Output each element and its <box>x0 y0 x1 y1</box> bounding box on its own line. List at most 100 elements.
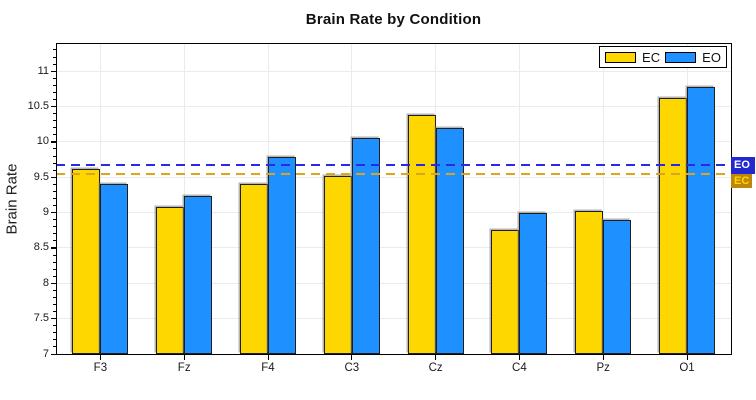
bar-eo-pz <box>603 219 632 355</box>
y-minor-tick <box>53 240 56 242</box>
legend-item-eo: EO <box>665 50 721 65</box>
y-tick-label: 8.5 <box>33 241 49 254</box>
y-major-tick <box>51 247 56 249</box>
y-minor-tick <box>53 134 56 136</box>
y-minor-tick <box>53 63 56 65</box>
y-major-tick <box>51 212 56 214</box>
bar-ec-cz <box>407 115 436 355</box>
h-gridline <box>56 141 731 143</box>
y-major-tick <box>51 106 56 108</box>
y-minor-tick <box>53 84 56 86</box>
mean-line-eo <box>56 164 731 167</box>
x-category-label: Cz <box>428 362 443 374</box>
mean-tag-ec: EC <box>731 173 752 188</box>
y-minor-tick <box>53 169 56 171</box>
legend-swatch-eo <box>665 51 697 63</box>
y-minor-tick <box>53 332 56 334</box>
x-category-label: F3 <box>93 362 108 374</box>
y-axis-label: Brain Rate <box>3 163 21 235</box>
bar-eo-f3 <box>100 183 129 355</box>
y-minor-tick <box>53 325 56 327</box>
h-gridline <box>56 106 731 108</box>
y-tick-label: 9 <box>42 206 49 219</box>
y-minor-tick <box>53 219 56 221</box>
y-minor-tick <box>53 233 56 235</box>
h-gridline <box>56 282 731 284</box>
bar-ec-pz <box>575 211 604 355</box>
bar-ec-f4 <box>240 184 268 355</box>
y-minor-tick <box>53 155 56 157</box>
y-major-tick <box>51 141 56 143</box>
mean-tag-eo: EO <box>731 156 755 174</box>
bar-ec-c3 <box>323 175 352 355</box>
h-gridline <box>56 318 731 320</box>
bar-eo-cz <box>435 127 464 355</box>
y-tick-label: 8 <box>42 276 49 289</box>
y-minor-tick <box>53 346 56 348</box>
y-minor-tick <box>53 91 56 93</box>
y-major-tick <box>51 176 56 178</box>
y-minor-tick <box>53 311 56 313</box>
x-category-label: F4 <box>261 362 275 374</box>
y-minor-tick <box>53 190 56 192</box>
bar-ec-f3 <box>72 168 101 355</box>
y-minor-tick <box>53 339 56 341</box>
h-gridline <box>56 70 731 72</box>
y-tick-label: 7.5 <box>33 312 49 325</box>
legend-swatch-ec <box>605 51 637 63</box>
y-major-tick <box>51 282 56 284</box>
x-tick <box>267 355 269 360</box>
y-minor-tick <box>53 77 56 79</box>
x-category-label: Pz <box>596 362 610 374</box>
x-category-label: Fz <box>177 362 191 374</box>
y-minor-tick <box>53 226 56 228</box>
y-minor-tick <box>53 197 56 199</box>
y-minor-tick <box>53 254 56 256</box>
y-minor-tick <box>53 148 56 150</box>
x-tick <box>351 355 353 360</box>
x-tick <box>183 355 185 360</box>
legend-label: EO <box>702 49 721 65</box>
v-gridline <box>602 43 604 355</box>
mean-line-ec <box>56 172 731 175</box>
y-minor-tick <box>53 289 56 291</box>
y-tick-label: 7 <box>42 347 49 360</box>
y-minor-tick <box>53 205 56 207</box>
x-category-label: O1 <box>679 362 695 374</box>
bar-ec-c4 <box>491 230 520 355</box>
h-gridline <box>56 176 731 178</box>
x-tick <box>602 355 604 360</box>
y-minor-tick <box>53 275 56 277</box>
v-gridline <box>518 43 520 355</box>
y-minor-tick <box>53 120 56 122</box>
x-tick <box>686 355 688 360</box>
y-tick-label: 9.5 <box>33 170 49 183</box>
y-minor-tick <box>53 56 56 58</box>
bar-eo-fz <box>184 195 213 355</box>
chart-title: Brain Rate by Condition <box>305 11 482 28</box>
y-major-tick <box>51 318 56 320</box>
y-major-tick <box>51 353 56 355</box>
bar-ec-o1 <box>659 98 687 355</box>
y-minor-tick <box>53 162 56 164</box>
legend-item-ec: EC <box>605 50 660 65</box>
bar-eo-c4 <box>519 212 548 355</box>
y-minor-tick <box>53 261 56 263</box>
h-gridline <box>56 247 731 249</box>
legend: EC EO <box>599 46 727 68</box>
x-category-label: C3 <box>344 362 360 374</box>
y-minor-tick <box>53 304 56 305</box>
y-minor-tick <box>53 127 56 129</box>
x-tick <box>518 355 521 360</box>
x-category-label: C4 <box>512 362 527 374</box>
y-minor-tick <box>53 98 56 100</box>
x-tick <box>435 355 437 360</box>
y-tick-label: 10.5 <box>27 100 49 113</box>
bar-eo-f4 <box>268 157 296 355</box>
y-minor-tick <box>53 296 56 298</box>
y-tick-label: 10 <box>36 135 49 148</box>
y-minor-tick <box>53 183 56 185</box>
y-minor-tick <box>53 268 56 270</box>
h-gridline <box>56 212 731 214</box>
